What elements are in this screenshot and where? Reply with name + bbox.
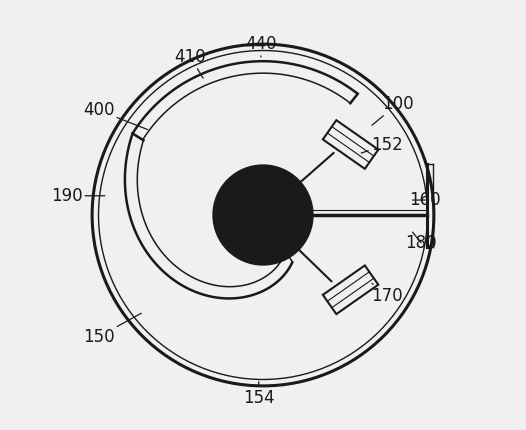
Text: 190: 190: [50, 187, 105, 205]
Circle shape: [214, 166, 312, 264]
Text: 160: 160: [410, 191, 441, 209]
Text: 400: 400: [83, 101, 148, 129]
Text: 150: 150: [83, 313, 141, 346]
Text: 152: 152: [361, 135, 403, 154]
Text: 154: 154: [243, 381, 275, 407]
Circle shape: [255, 207, 271, 223]
Text: 170: 170: [371, 283, 403, 305]
Text: 440: 440: [245, 35, 277, 57]
Text: 410: 410: [175, 48, 206, 78]
Text: 180: 180: [405, 232, 437, 252]
Text: 100: 100: [372, 95, 413, 125]
